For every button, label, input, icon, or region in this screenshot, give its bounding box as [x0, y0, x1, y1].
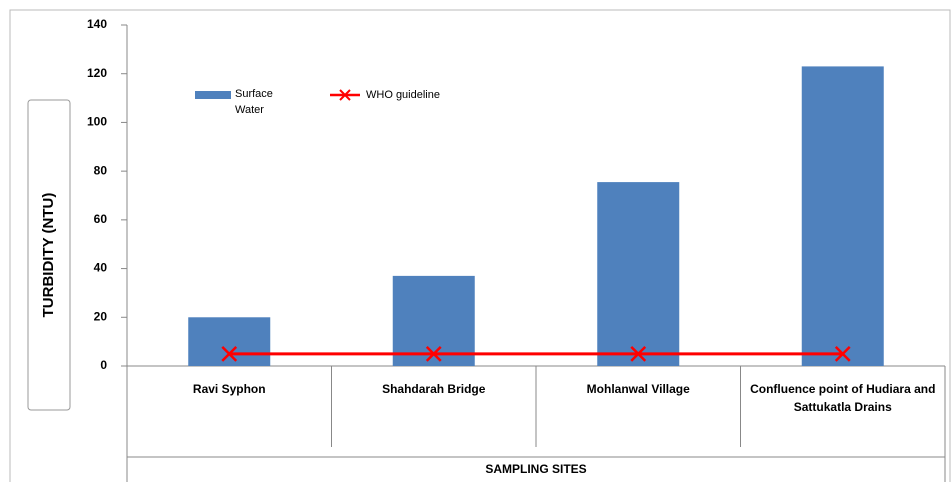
x-tick-label: Mohlanwal Village	[586, 382, 690, 396]
marker	[834, 345, 851, 362]
x-tick-label: Ravi Syphon	[192, 382, 266, 396]
x-tick-label-box: Ravi Syphon	[192, 382, 266, 396]
legend-label: WHO guideline	[366, 89, 440, 101]
y-axis-label: TURBIDITY (NTU)	[40, 193, 57, 318]
legend-marker	[339, 89, 351, 101]
marker	[221, 345, 238, 362]
legend-swatch	[195, 91, 231, 99]
x-tick-label: Confluence point of Hudiara and Sattukat…	[750, 382, 936, 414]
bar	[801, 66, 884, 367]
y-tick-label: 20	[94, 309, 108, 323]
x-tick-label-box: Mohlanwal Village	[586, 382, 690, 396]
y-tick-label: 140	[87, 17, 107, 31]
marker	[630, 345, 647, 362]
bar	[392, 275, 475, 366]
y-tick-label: 80	[94, 163, 108, 177]
y-tick-label: 100	[87, 115, 107, 129]
bar	[188, 317, 271, 366]
bar	[597, 182, 680, 366]
x-tick-label: Shahdarah Bridge	[382, 382, 486, 396]
y-label-box	[27, 99, 71, 411]
y-tick-label: 120	[87, 66, 107, 80]
legend-label-box: Surface Water	[235, 88, 273, 116]
x-tick-label-box: Shahdarah Bridge	[382, 382, 486, 396]
chart-frame	[9, 9, 951, 482]
x-axis-label: SAMPLING SITES	[485, 462, 586, 476]
y-tick-label: 40	[94, 261, 108, 275]
y-tick-label: 0	[100, 358, 107, 372]
x-tick-label-box: Confluence point of Hudiara and Sattukat…	[750, 382, 936, 414]
y-tick-label: 60	[94, 212, 108, 226]
legend-label: Surface Water	[235, 88, 273, 116]
marker	[425, 345, 442, 362]
